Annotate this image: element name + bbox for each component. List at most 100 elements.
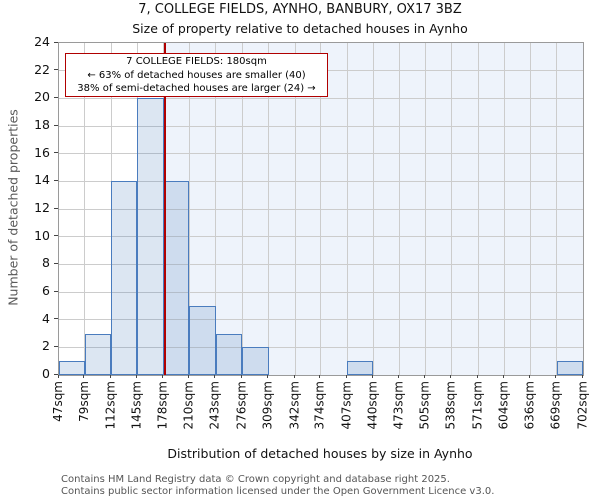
histogram-bar — [163, 181, 190, 375]
x-tick-mark — [345, 375, 347, 378]
x-tick-label: 374sqm — [312, 381, 327, 430]
plot-area — [58, 42, 584, 376]
y-tick-label: 18 — [34, 117, 50, 132]
y-tick-mark — [54, 179, 58, 181]
x-tick-label: 669sqm — [548, 381, 563, 430]
annotation-line-1: 7 COLLEGE FIELDS: 180sqm — [126, 56, 267, 67]
x-tick-mark — [503, 375, 505, 378]
gridline-vertical — [84, 43, 86, 375]
x-tick-label: 473sqm — [391, 381, 406, 430]
y-tick-label: 20 — [34, 89, 50, 105]
gridline-vertical — [215, 43, 217, 375]
y-tick-mark — [54, 124, 58, 126]
x-tick-label: 112sqm — [103, 381, 117, 430]
histogram-bar — [556, 361, 583, 375]
y-tick-label: 0 — [42, 366, 50, 381]
y-tick-label: 8 — [42, 255, 50, 271]
x-tick-label: 440sqm — [365, 381, 380, 430]
x-tick-label: 145sqm — [129, 381, 144, 430]
x-tick-label: 243sqm — [207, 381, 222, 430]
annotation-line-2: ← 63% of detached houses are smaller (40… — [87, 69, 306, 81]
attribution-line-2: Contains public sector information licen… — [61, 485, 495, 497]
x-tick-label: 79sqm — [76, 381, 91, 422]
gridline-vertical — [320, 43, 322, 375]
y-tick-mark — [54, 96, 58, 98]
gridline-vertical — [188, 43, 190, 375]
histogram-bar — [111, 181, 138, 375]
gridline-vertical — [346, 43, 348, 375]
x-tick-label: 342sqm — [287, 381, 301, 430]
y-tick-label: 16 — [34, 144, 50, 160]
gridline-vertical — [556, 43, 558, 375]
gridline-vertical — [294, 43, 296, 375]
x-tick-mark — [371, 375, 373, 378]
x-tick-label: 702sqm — [575, 381, 589, 430]
x-tick-label: 407sqm — [339, 381, 353, 430]
gridline-vertical — [424, 43, 426, 375]
gridline-vertical — [241, 43, 243, 375]
x-tick-label: 571sqm — [470, 381, 485, 430]
x-tick-mark — [319, 375, 321, 378]
x-tick-mark — [109, 375, 111, 378]
x-tick-label: 538sqm — [443, 381, 458, 430]
y-tick-mark — [54, 41, 58, 43]
gridline-vertical — [504, 43, 506, 375]
gridline-vertical — [451, 43, 453, 375]
y-tick-label: 22 — [34, 61, 50, 77]
y-tick-label: 10 — [34, 227, 50, 243]
histogram-bar — [215, 333, 243, 375]
y-tick-mark — [54, 290, 58, 292]
x-tick-label: 636sqm — [522, 381, 537, 430]
x-tick-label: 178sqm — [155, 381, 170, 430]
x-tick-mark — [162, 375, 164, 378]
attribution-line-1: Contains HM Land Registry data © Crown c… — [61, 474, 450, 485]
y-tick-label: 12 — [34, 200, 50, 215]
x-tick-mark — [423, 375, 425, 378]
histogram-bar — [84, 333, 111, 375]
x-tick-label: 210sqm — [181, 381, 196, 430]
x-tick-mark — [187, 375, 189, 378]
annotation-box: 7 COLLEGE FIELDS: 180sqm ← 63% of detach… — [65, 53, 328, 97]
histogram-bar — [59, 361, 85, 375]
y-tick-mark — [54, 69, 58, 71]
histogram-bar — [347, 361, 374, 375]
y-tick-mark — [54, 262, 58, 264]
gridline-vertical — [399, 43, 401, 375]
y-tick-label: 6 — [42, 283, 50, 298]
histogram-bar — [189, 305, 216, 375]
y-tick-label: 2 — [42, 338, 50, 354]
annotation-line-3: 38% of semi-detached houses are larger (… — [77, 83, 316, 94]
y-tick-label: 14 — [34, 172, 50, 188]
chart-title: 7, COLLEGE FIELDS, AYNHO, BANBURY, OX17 … — [138, 2, 462, 17]
x-tick-label: 505sqm — [417, 381, 432, 430]
y-tick-label: 24 — [34, 34, 50, 49]
y-tick-mark — [54, 345, 58, 347]
x-tick-mark — [57, 375, 59, 378]
gridline-vertical — [529, 43, 531, 375]
x-tick-mark — [214, 375, 216, 378]
x-tick-label: 604sqm — [496, 381, 511, 430]
x-tick-label: 276sqm — [234, 381, 249, 430]
x-tick-mark — [528, 375, 530, 378]
gridline-vertical — [477, 43, 479, 375]
histogram-bar — [242, 347, 269, 375]
x-tick-mark — [581, 375, 583, 378]
x-axis-label: Distribution of detached houses by size … — [167, 446, 473, 461]
attribution-footer: Contains HM Land Registry data © Crown c… — [61, 474, 494, 497]
y-tick-mark — [54, 152, 58, 154]
gridline-vertical — [268, 43, 270, 375]
x-tick-mark — [450, 375, 452, 378]
x-tick-mark — [240, 375, 242, 378]
y-tick-mark — [54, 207, 58, 209]
x-tick-mark — [555, 375, 557, 378]
y-tick-mark — [54, 318, 58, 320]
y-tick-mark — [54, 373, 58, 375]
y-tick-mark — [54, 235, 58, 237]
x-tick-mark — [398, 375, 400, 378]
histogram-bar — [137, 98, 164, 375]
x-tick-label: 47sqm — [51, 381, 65, 422]
x-tick-mark — [135, 375, 137, 378]
x-tick-mark — [267, 375, 269, 378]
subject-property-marker-line — [164, 43, 167, 375]
y-tick-label: 4 — [42, 310, 50, 326]
